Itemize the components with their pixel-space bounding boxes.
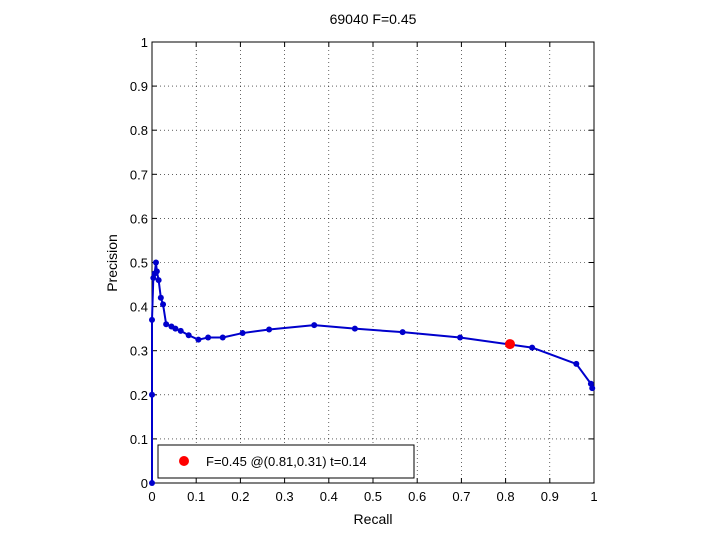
pr-curve-point (266, 326, 273, 333)
y-tick-label: 0 (141, 476, 148, 491)
pr-curve-point (589, 385, 596, 392)
pr-curve-point (149, 480, 155, 486)
pr-curve-point (239, 330, 246, 337)
y-tick-label: 0.1 (130, 432, 148, 447)
y-tick-label: 0.2 (130, 388, 148, 403)
chart-title: 69040 F=0.45 (330, 11, 417, 27)
y-tick-label: 1 (141, 35, 148, 50)
pr-curve-point (172, 325, 179, 332)
y-tick-label: 0.6 (130, 211, 148, 226)
pr-curve-point (152, 259, 159, 266)
highlight-layer (505, 339, 516, 350)
x-tick-labels: 0 0.1 0.2 0.3 0.4 0.5 0.6 0.7 0.8 0.9 1 (148, 489, 597, 504)
y-axis-label: Precision (104, 234, 120, 292)
pr-curve-point (149, 316, 155, 323)
x-tick-label: 0 (148, 489, 155, 504)
y-tick-label: 0.8 (130, 123, 148, 138)
pr-curve-point (185, 332, 192, 339)
pr-curve-point (157, 294, 164, 301)
x-tick-label: 1 (590, 489, 597, 504)
pr-curve-point (149, 391, 155, 398)
x-tick-label: 0.5 (364, 489, 382, 504)
x-tick-label: 0.4 (320, 489, 338, 504)
y-tick-label: 0.7 (130, 167, 148, 182)
pr-curve-point (219, 334, 226, 341)
x-tick-label: 0.9 (541, 489, 559, 504)
y-tick-label: 0.4 (130, 300, 148, 315)
x-tick-label: 0.7 (452, 489, 470, 504)
legend-text: F=0.45 @(0.81,0.31) t=0.14 (206, 454, 367, 469)
best-f-marker (505, 339, 516, 350)
legend-box (157, 444, 415, 479)
pr-curve-point (195, 336, 202, 343)
pr-curve-point (399, 329, 406, 336)
pr-curve-point (153, 268, 160, 275)
pr-curve-point (529, 344, 536, 351)
pr-curve-point (457, 334, 464, 341)
pr-curve-line (151, 261, 594, 483)
pr-curve-point (155, 277, 162, 284)
pr-curve-point (163, 321, 170, 328)
y-tick-label: 0.5 (130, 256, 148, 271)
pr-curve-point (205, 334, 212, 341)
legend-marker (179, 456, 189, 466)
x-tick-label: 0.6 (408, 489, 426, 504)
x-tick-label: 0.1 (187, 489, 205, 504)
pr-curve-point (160, 301, 167, 308)
pr-curve-point (351, 325, 358, 332)
x-tick-label: 0.8 (497, 489, 515, 504)
pr-curve-point (311, 322, 318, 329)
x-axis-label: Recall (354, 511, 393, 527)
pr-curve-point (177, 327, 184, 334)
x-tick-label: 0.3 (276, 489, 294, 504)
pr-curve-point (573, 360, 580, 367)
y-tick-labels: 0 0.1 0.2 0.3 0.4 0.5 0.6 0.7 0.8 0.9 1 (130, 35, 148, 491)
legend: F=0.45 @(0.81,0.31) t=0.14 (157, 444, 415, 479)
y-tick-label: 0.9 (130, 79, 148, 94)
x-tick-label: 0.2 (231, 489, 249, 504)
grid (152, 42, 594, 483)
series-layer (149, 259, 596, 486)
y-tick-label: 0.3 (130, 344, 148, 359)
